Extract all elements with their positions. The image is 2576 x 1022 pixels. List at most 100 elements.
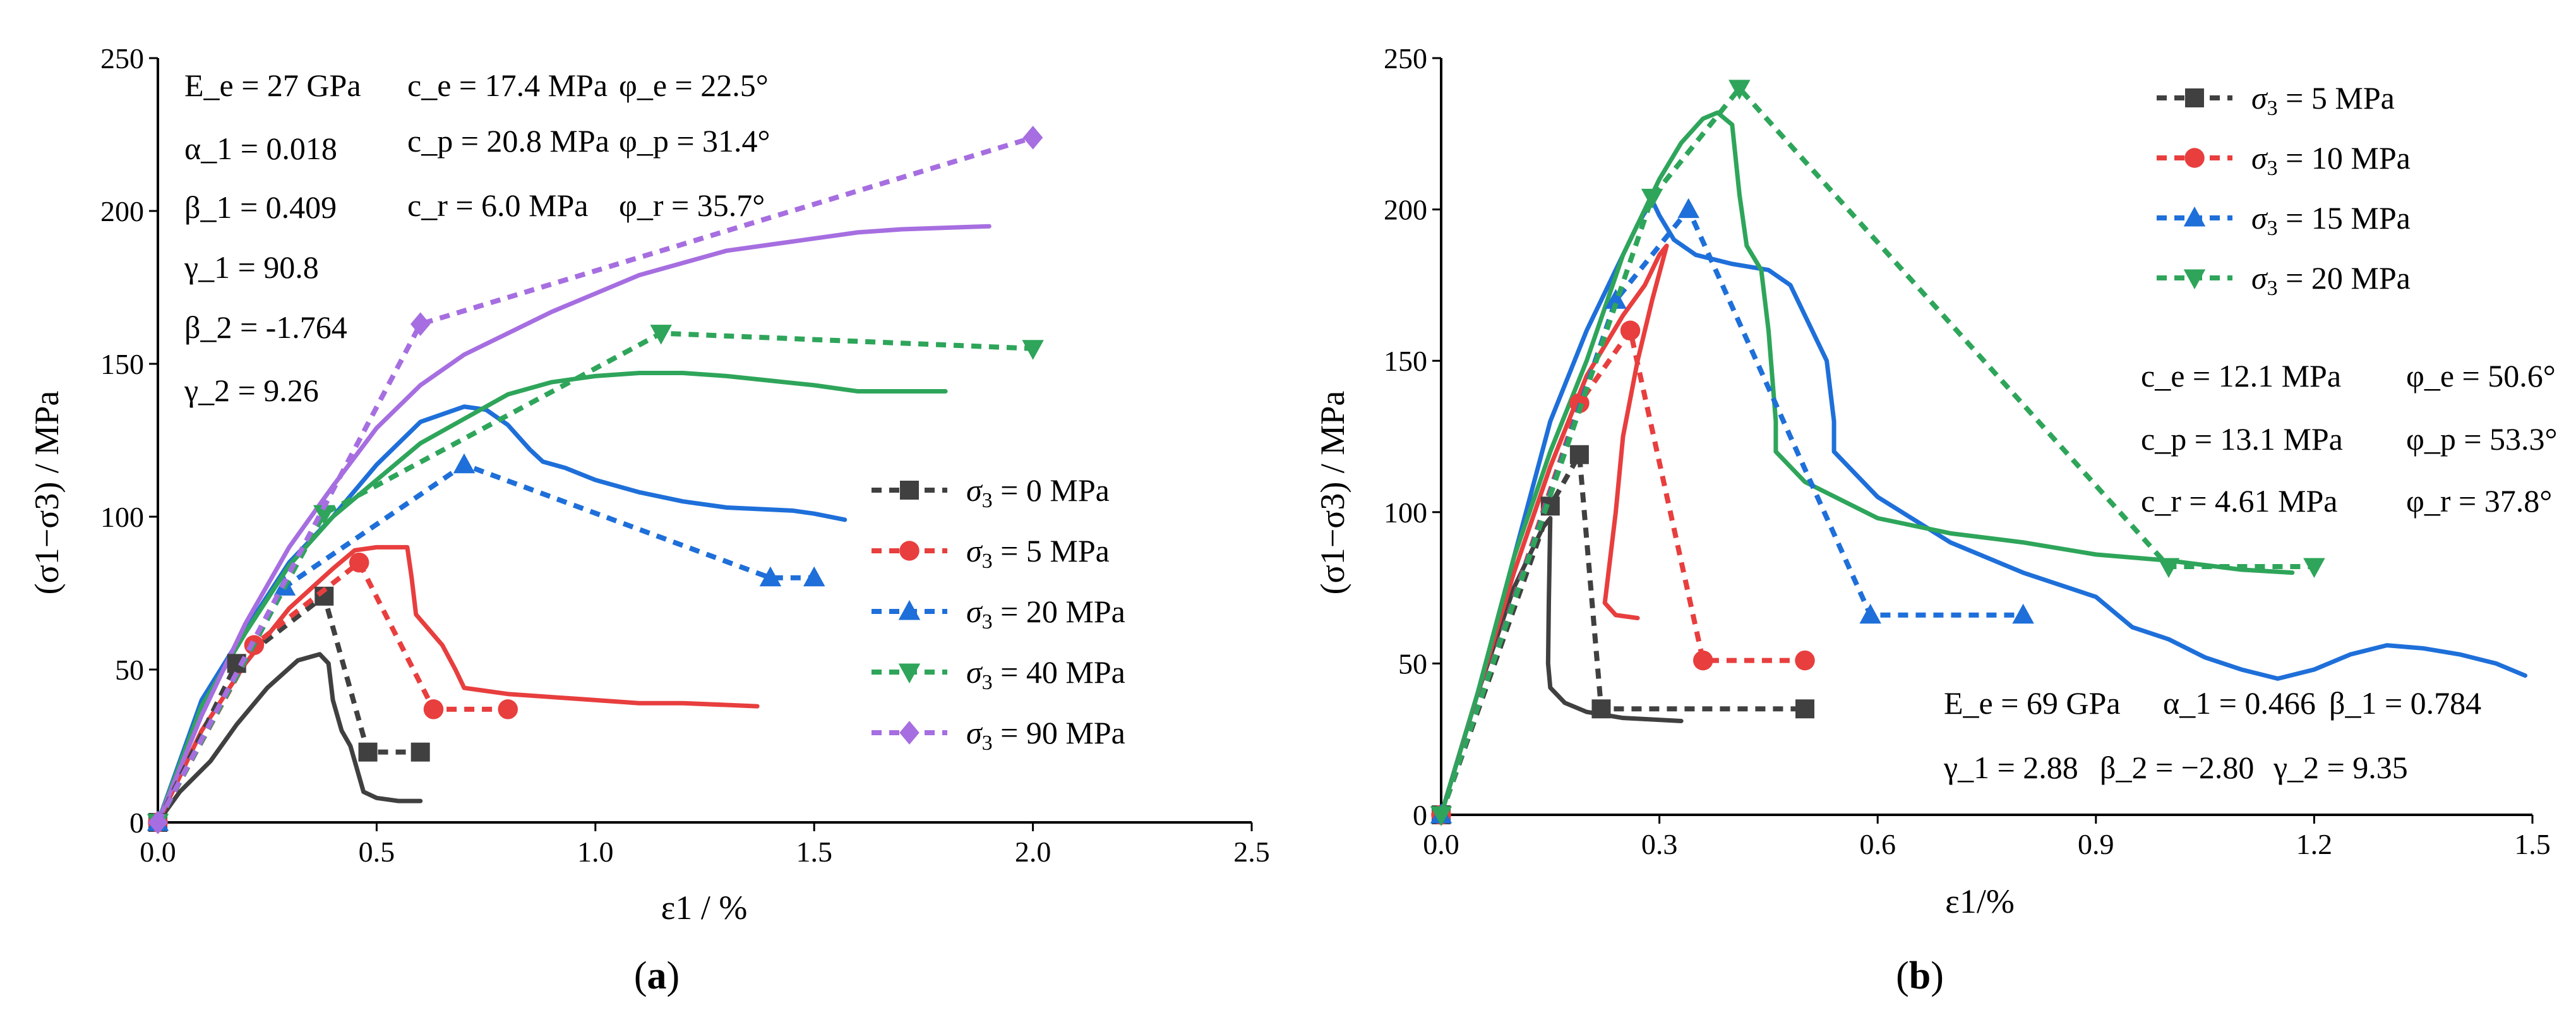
x-tick-label: 0.6	[1859, 828, 1896, 860]
param-alpha1: α_1 = 0.466	[2163, 685, 2316, 721]
param-Ee: E_e = 27 GPa	[184, 68, 361, 103]
data-point	[1677, 198, 1699, 219]
data-point	[1620, 320, 1641, 341]
param-cp: c_p = 13.1 MPa	[2141, 421, 2343, 457]
legend-a: σ3 = 0 MPa σ3 = 5 MPa σ3 = 20 MPa σ3 = 40 M…	[872, 472, 1125, 755]
data-point	[349, 552, 369, 573]
param-beta2: β_2 = -1.764	[184, 310, 347, 345]
y-tick-label: 250	[100, 42, 144, 75]
param-ce: c_e = 17.4 MPa	[407, 68, 608, 103]
x-tick-label: 0.3	[1641, 828, 1678, 860]
y-axis-label-b: (σ1−σ3) / MPa	[1314, 391, 1351, 595]
param-phi-p: φ_p = 53.3°	[2406, 421, 2558, 457]
y-axis-label-a: (σ1−σ3) / MPa	[28, 391, 66, 595]
legend-marker	[900, 481, 919, 500]
x-tick-label: 1.5	[2514, 828, 2551, 860]
data-point	[1022, 126, 1043, 150]
data-point	[803, 566, 825, 587]
data-point	[2012, 603, 2034, 624]
param-gamma1: γ_1 = 2.88	[1943, 750, 2078, 785]
data-point	[650, 325, 672, 345]
test-curve	[155, 371, 948, 825]
data-point	[148, 810, 168, 834]
y-tick-label: 50	[1398, 647, 1427, 680]
data-point	[1022, 340, 1044, 360]
legend-label: σ3 = 20 MPa	[966, 594, 1125, 634]
data-point	[313, 505, 335, 526]
data-point	[410, 742, 430, 762]
legend-label: σ3 = 5 MPa	[2251, 80, 2395, 120]
param-phi-r: φ_r = 35.7°	[619, 188, 765, 223]
x-tick-label: 0.0	[1423, 828, 1459, 860]
param-cr: c_r = 6.0 MPa	[407, 188, 589, 223]
legend-label: σ3 = 0 MPa	[966, 472, 1110, 512]
x-tick-label: 2.0	[1015, 836, 1051, 868]
model-parameters-a: E_e = 27 GPa c_e = 17.4 MPa φ_e = 22.5° …	[184, 68, 770, 408]
legend-marker	[2183, 207, 2206, 227]
test-curve	[1439, 243, 1669, 817]
legend-label: σ3 = 20 MPa	[2251, 260, 2411, 300]
data-point	[1569, 445, 1589, 464]
test-curve	[1439, 110, 2295, 817]
param-alpha1: α_1 = 0.018	[184, 131, 337, 166]
param-phi-e: φ_e = 50.6°	[2406, 358, 2556, 394]
data-point	[1430, 806, 1453, 826]
x-tick-label: 1.2	[2296, 828, 2333, 860]
param-phi-r: φ_r = 37.8°	[2406, 483, 2552, 519]
model-series-line	[1439, 324, 1805, 816]
data-point	[410, 312, 431, 336]
x-tick-label: 1.0	[577, 836, 614, 868]
data-point	[453, 453, 476, 474]
param-beta1: β_1 = 0.409	[184, 189, 337, 225]
data-point	[2157, 558, 2180, 579]
test-curve	[155, 404, 848, 825]
caption-b: (b)	[1896, 954, 1944, 997]
data-point	[1605, 289, 1627, 309]
y-tick-label: 100	[100, 501, 144, 533]
model-parameters-b: c_e = 12.1 MPa φ_e = 50.6° c_p = 13.1 MP…	[1943, 358, 2558, 785]
y-tick-label: 200	[100, 195, 144, 227]
param-ce: c_e = 12.1 MPa	[2141, 358, 2341, 394]
data-point	[2303, 558, 2325, 579]
param-beta2: β_2 = −2.80	[2100, 750, 2254, 785]
y-tick-label: 250	[1384, 42, 1427, 75]
legend-marker	[899, 721, 920, 745]
legend-marker	[899, 541, 920, 561]
x-tick-label: 0.0	[140, 836, 176, 868]
data-point	[1859, 603, 1881, 624]
data-point	[1728, 80, 1751, 100]
caption-a: (a)	[634, 954, 680, 997]
legend-marker	[2185, 88, 2204, 107]
param-cr: c_r = 4.61 MPa	[2141, 483, 2338, 519]
legend-marker	[2183, 269, 2206, 289]
data-point	[1641, 188, 1663, 209]
x-tick-label: 0.5	[359, 836, 395, 868]
param-Ee: E_e = 69 GPa	[1944, 685, 2121, 721]
y-tick-label: 100	[1384, 496, 1427, 529]
data-point	[1795, 699, 1814, 719]
legend-label: σ3 = 15 MPa	[2251, 200, 2411, 240]
x-tick-label: 2.5	[1233, 836, 1270, 868]
data-point	[1591, 699, 1611, 719]
x-tick-label: 0.9	[2078, 828, 2114, 860]
y-tick-label: 200	[1384, 194, 1427, 226]
y-tick-label: 0	[1413, 799, 1427, 831]
param-gamma2: γ_2 = 9.26	[184, 373, 319, 408]
test-curve	[155, 544, 760, 825]
param-phi-p: φ_p = 31.4°	[619, 123, 770, 159]
legend-marker	[898, 600, 921, 620]
param-phi-e: φ_e = 22.5°	[619, 68, 769, 103]
y-tick-label: 50	[115, 654, 144, 686]
data-point	[1692, 650, 1713, 671]
y-tick-label: 150	[100, 348, 144, 380]
y-tick-label: 0	[129, 807, 144, 839]
data-point	[498, 699, 518, 719]
legend-label: σ3 = 5 MPa	[966, 533, 1110, 573]
legend-b: σ3 = 5 MPa σ3 = 10 MPa σ3 = 15 MPa σ3 = 20 …	[2157, 80, 2411, 300]
x-tick-label: 1.5	[796, 836, 832, 868]
chart-panel-a: 0.0 0.5 1.0 1.5 2.0 2.5 0 50 100 150 200 250 E_e = …	[28, 42, 1270, 997]
data-point	[358, 742, 378, 762]
test-curve	[155, 652, 423, 825]
param-beta1: β_1 = 0.784	[2329, 685, 2481, 721]
